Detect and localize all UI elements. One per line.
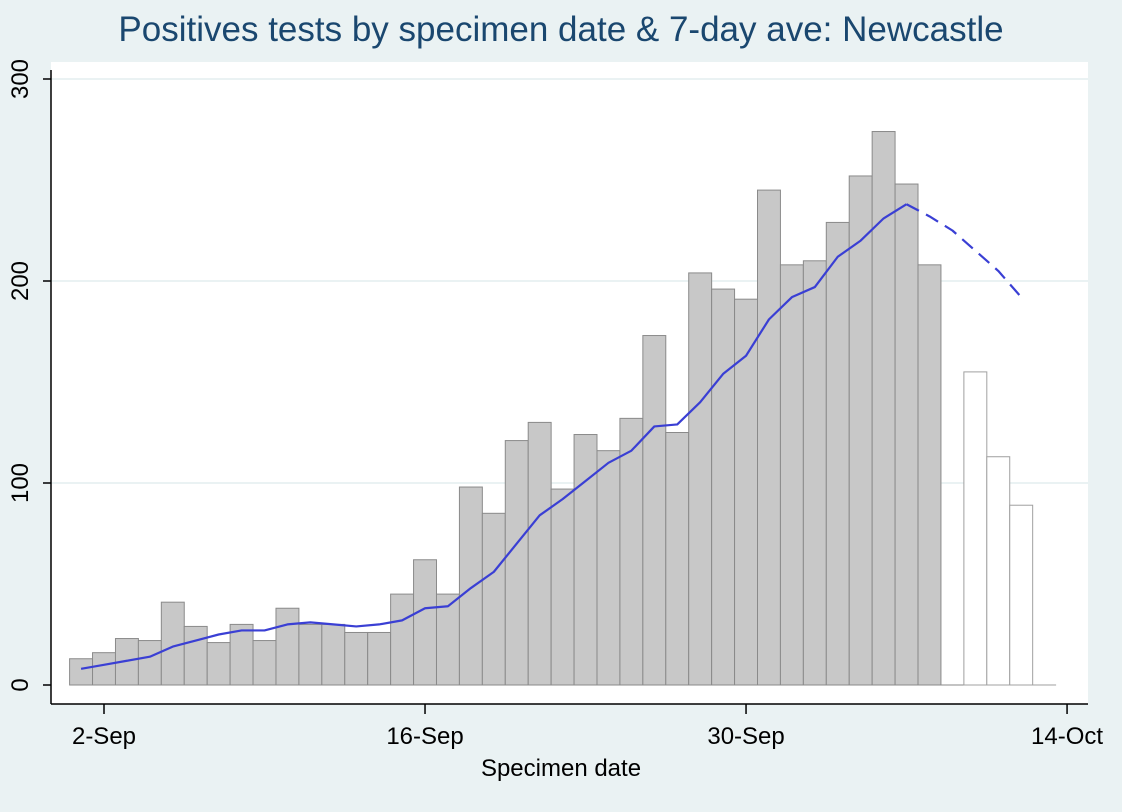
bar-complete <box>229 623 254 686</box>
bar-complete <box>206 642 231 686</box>
bar-complete <box>504 440 529 686</box>
bar-complete <box>275 607 300 686</box>
y-tick-label: 200 <box>7 261 34 301</box>
bar-complete <box>757 189 781 686</box>
bar-incomplete <box>1009 504 1034 686</box>
average-line-projected <box>906 203 1023 298</box>
bar-incomplete <box>986 456 1011 686</box>
bars <box>69 131 1057 686</box>
bar-incomplete <box>963 371 988 686</box>
bar-complete <box>688 272 713 686</box>
bar-complete <box>298 623 323 686</box>
bar-complete <box>848 175 873 686</box>
bar-complete <box>69 658 94 686</box>
bar-complete <box>367 631 392 686</box>
bar-complete <box>825 221 850 686</box>
axes: 0 100 200 300 2-Sep 16-Sep 30-Sep 14-Oct <box>7 59 1103 750</box>
bar-complete <box>458 486 483 686</box>
bar-complete <box>573 434 598 686</box>
x-axis-label: Specimen date <box>480 755 642 782</box>
bar-complete <box>802 260 827 686</box>
x-tick-label: 2-Sep <box>72 723 136 750</box>
bar-complete <box>481 512 506 686</box>
x-tick-label: 14-Oct <box>1031 723 1103 750</box>
x-tick-label: 30-Sep <box>707 723 784 750</box>
bar-complete <box>413 559 437 686</box>
bar-complete <box>917 264 942 686</box>
average-lines <box>80 203 1023 670</box>
bar-complete <box>252 640 277 686</box>
average-line <box>80 203 908 670</box>
bar-complete <box>183 625 208 686</box>
bar-complete <box>596 450 621 686</box>
y-tick-label: 100 <box>7 463 34 503</box>
bar-complete <box>550 488 575 686</box>
bar-complete <box>779 264 804 686</box>
bar-complete <box>894 183 919 686</box>
chart-title: Positives tests by specimen date & 7-day… <box>118 10 1004 49</box>
y-tick-label: 300 <box>7 59 34 99</box>
bar-complete <box>390 593 415 686</box>
bar-complete <box>527 421 552 686</box>
y-tick-label: 0 <box>7 678 34 691</box>
bar-complete <box>642 335 667 686</box>
x-tick-label: 16-Sep <box>386 723 463 750</box>
bar-complete <box>92 652 116 686</box>
bar-complete <box>665 432 690 686</box>
bar-complete <box>711 288 736 686</box>
bar-complete <box>344 631 369 686</box>
bar-complete <box>137 640 162 686</box>
bar-complete <box>619 417 644 686</box>
bar-complete <box>321 623 346 686</box>
